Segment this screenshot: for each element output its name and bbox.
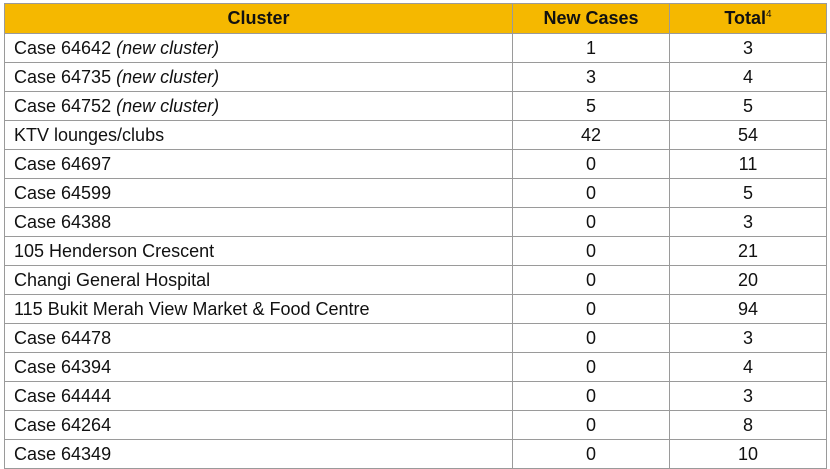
- total-cell: 3: [669, 33, 827, 63]
- new-cluster-note: (new cluster): [116, 67, 220, 87]
- header-cluster: Cluster: [4, 3, 513, 34]
- cluster-name: 115 Bukit Merah View Market & Food Centr…: [14, 299, 370, 319]
- total-cell: 3: [669, 323, 827, 353]
- new-cases-cell: 0: [512, 439, 670, 469]
- footnote-marker: 4: [766, 9, 772, 20]
- total-cell: 3: [669, 381, 827, 411]
- cluster-name-cell: Case 64264: [4, 410, 513, 440]
- total-cell: 10: [669, 439, 827, 469]
- cluster-name-cell: KTV lounges/clubs: [4, 120, 513, 150]
- cluster-name: Case 64264: [14, 415, 112, 435]
- cluster-name: Case 64752: [14, 96, 112, 116]
- header-total: Total4: [669, 3, 827, 34]
- new-cases-cell: 0: [512, 352, 670, 382]
- table-row: KTV lounges/clubs 42 54: [4, 120, 827, 150]
- new-cluster-note: (new cluster): [116, 38, 220, 58]
- total-cell: 54: [669, 120, 827, 150]
- table-row: Case 64697 0 11: [4, 149, 827, 179]
- cluster-name-cell: Case 64752 (new cluster): [4, 91, 513, 121]
- new-cases-cell: 42: [512, 120, 670, 150]
- new-cases-cell: 0: [512, 149, 670, 179]
- table-row: Case 64642 (new cluster) 1 3: [4, 33, 827, 63]
- new-cases-cell: 1: [512, 33, 670, 63]
- cluster-name-cell: Case 64444: [4, 381, 513, 411]
- total-cell: 3: [669, 207, 827, 237]
- cluster-name-cell: Changi General Hospital: [4, 265, 513, 295]
- header-new-cases: New Cases: [512, 3, 670, 34]
- table-header-row: Cluster New Cases Total4: [4, 3, 827, 34]
- new-cases-cell: 0: [512, 207, 670, 237]
- cluster-name-cell: 115 Bukit Merah View Market & Food Centr…: [4, 294, 513, 324]
- table-row: Case 64735 (new cluster) 3 4: [4, 62, 827, 92]
- table-row: Case 64599 0 5: [4, 178, 827, 208]
- new-cases-cell: 0: [512, 236, 670, 266]
- cluster-name: Case 64642: [14, 38, 112, 58]
- total-cell: 20: [669, 265, 827, 295]
- total-cell: 94: [669, 294, 827, 324]
- total-cell: 5: [669, 178, 827, 208]
- table-row: Case 64752 (new cluster) 5 5: [4, 91, 827, 121]
- total-cell: 5: [669, 91, 827, 121]
- total-cell: 11: [669, 149, 827, 179]
- total-cell: 21: [669, 236, 827, 266]
- new-cases-cell: 5: [512, 91, 670, 121]
- cluster-name-cell: Case 64388: [4, 207, 513, 237]
- new-cases-cell: 3: [512, 62, 670, 92]
- cluster-table: Cluster New Cases Total4 Case 64642 (new…: [4, 3, 827, 469]
- cluster-name-cell: Case 64349: [4, 439, 513, 469]
- table-row: Case 64478 0 3: [4, 323, 827, 353]
- total-cell: 4: [669, 352, 827, 382]
- new-cases-cell: 0: [512, 265, 670, 295]
- total-cell: 8: [669, 410, 827, 440]
- cluster-name: Case 64478: [14, 328, 112, 348]
- new-cluster-note: (new cluster): [116, 96, 220, 116]
- cluster-name: Case 64394: [14, 357, 112, 377]
- table-row: 115 Bukit Merah View Market & Food Centr…: [4, 294, 827, 324]
- header-total-label: Total: [724, 8, 767, 28]
- cluster-name-cell: Case 64599: [4, 178, 513, 208]
- new-cases-cell: 0: [512, 381, 670, 411]
- table-row: Case 64444 0 3: [4, 381, 827, 411]
- cluster-name: KTV lounges/clubs: [14, 125, 165, 145]
- cluster-name-cell: Case 64697: [4, 149, 513, 179]
- cluster-name-cell: Case 64735 (new cluster): [4, 62, 513, 92]
- cluster-name: Changi General Hospital: [14, 270, 211, 290]
- cluster-name: Case 64349: [14, 444, 112, 464]
- table-row: Case 64388 0 3: [4, 207, 827, 237]
- cluster-name: Case 64388: [14, 212, 112, 232]
- new-cases-cell: 0: [512, 323, 670, 353]
- new-cases-cell: 0: [512, 178, 670, 208]
- cluster-name: Case 64735: [14, 67, 112, 87]
- cluster-name: Case 64444: [14, 386, 112, 406]
- table-row: Changi General Hospital 0 20: [4, 265, 827, 295]
- cluster-name: Case 64599: [14, 183, 112, 203]
- cluster-name-cell: 105 Henderson Crescent: [4, 236, 513, 266]
- table-row: Case 64394 0 4: [4, 352, 827, 382]
- table-body: Case 64642 (new cluster) 1 3 Case 64735 (ne…: [4, 33, 827, 469]
- total-cell: 4: [669, 62, 827, 92]
- table-row: 105 Henderson Crescent 0 21: [4, 236, 827, 266]
- cluster-name-cell: Case 64394: [4, 352, 513, 382]
- cluster-name-cell: Case 64478: [4, 323, 513, 353]
- cluster-name-cell: Case 64642 (new cluster): [4, 33, 513, 63]
- table-row: Case 64264 0 8: [4, 410, 827, 440]
- cluster-name: 105 Henderson Crescent: [14, 241, 215, 261]
- table-row: Case 64349 0 10: [4, 439, 827, 469]
- cluster-name: Case 64697: [14, 154, 112, 174]
- new-cases-cell: 0: [512, 410, 670, 440]
- new-cases-cell: 0: [512, 294, 670, 324]
